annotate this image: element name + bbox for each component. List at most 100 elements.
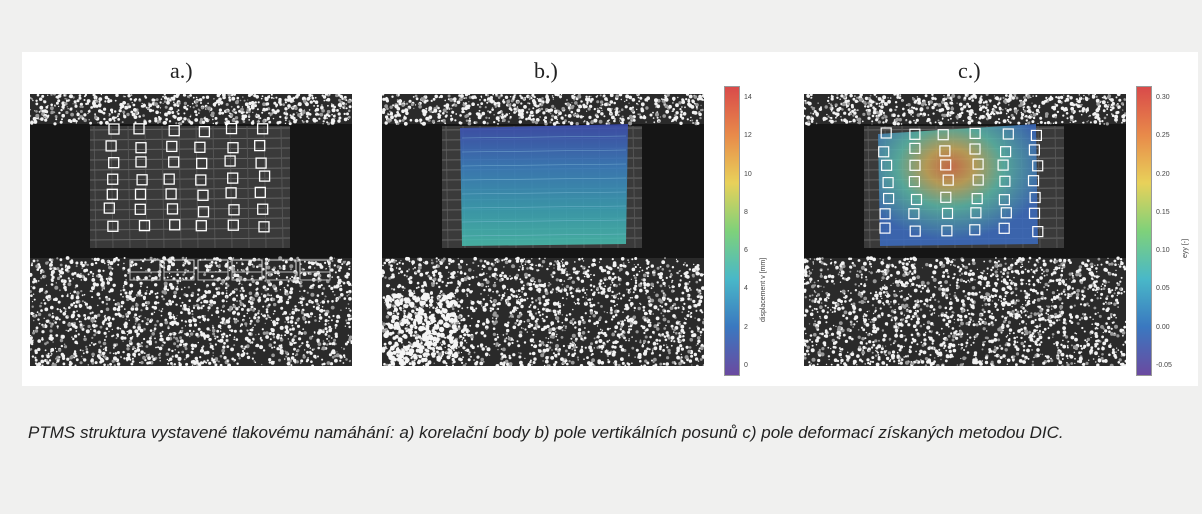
- correlation-point: [880, 159, 893, 171]
- correlation-point: [134, 203, 146, 215]
- correlation-point: [166, 203, 179, 215]
- correlation-point: [969, 143, 981, 155]
- correlation-point: [878, 146, 890, 158]
- correlation-point: [941, 225, 953, 237]
- colorbar-tick: 2: [744, 323, 748, 331]
- correlation-point: [258, 221, 270, 233]
- colorbar-tick: 0.05: [1156, 285, 1170, 293]
- panel-a-speckle-image: [30, 94, 352, 366]
- correlation-point: [135, 156, 147, 168]
- reference-box: [299, 271, 331, 281]
- correlation-point: [198, 126, 211, 138]
- colorbar-tick: 0: [744, 362, 748, 369]
- correlation-point: [880, 127, 892, 139]
- correlation-point: [165, 188, 177, 200]
- correlation-point: [255, 157, 267, 169]
- panel-b-displacement-field: [382, 94, 704, 366]
- correlation-point: [909, 159, 921, 171]
- correlation-point: [879, 222, 891, 234]
- reference-box: [265, 271, 297, 281]
- correlation-point: [909, 128, 921, 140]
- reference-box: [231, 271, 263, 281]
- correlation-point: [166, 140, 178, 153]
- correlation-point: [107, 173, 119, 185]
- correlation-point: [1032, 226, 1044, 238]
- correlation-point: [972, 158, 984, 170]
- correlation-point: [225, 122, 238, 135]
- correlation-point: [909, 225, 921, 237]
- speckle-pattern: [30, 94, 352, 126]
- panel-c-label: c.): [958, 58, 981, 83]
- correlation-point: [969, 127, 981, 140]
- correlation-points: [103, 122, 271, 233]
- correlation-point: [227, 142, 239, 154]
- correlation-point: [168, 125, 180, 137]
- colorbar-c: [1136, 86, 1152, 376]
- correlation-point: [168, 156, 180, 168]
- correlation-point: [225, 187, 237, 199]
- colorbar-tick: 10: [744, 170, 752, 178]
- correlation-point: [224, 155, 236, 167]
- correlation-point: [254, 139, 266, 152]
- colorbar-tick: 0.20: [1156, 170, 1170, 178]
- correlation-point: [999, 175, 1011, 187]
- correlation-point: [908, 175, 921, 188]
- correlation-point: [908, 208, 920, 220]
- speckle-pattern: [382, 94, 704, 126]
- correlation-point: [105, 140, 117, 152]
- correlation-point: [941, 207, 954, 220]
- panel-a-label: a.): [170, 58, 193, 83]
- correlation-point: [163, 173, 175, 185]
- colorbar-tick: -0.05: [1156, 362, 1172, 369]
- correlation-point: [103, 202, 115, 214]
- correlation-point: [169, 219, 181, 231]
- correlation-point: [998, 194, 1010, 206]
- correlation-point: [1000, 207, 1012, 219]
- correlation-point: [197, 206, 210, 218]
- correlation-point: [108, 157, 120, 169]
- correlation-point: [937, 129, 949, 141]
- strain-overlay: [878, 124, 1038, 246]
- correlation-point: [135, 142, 147, 154]
- correlation-point: [136, 174, 148, 186]
- colorbar-tick: 6: [744, 247, 748, 255]
- correlation-point: [910, 193, 923, 206]
- speckle-pattern: [804, 94, 1126, 126]
- colorbar-tick: 0.30: [1156, 94, 1170, 101]
- reference-box: [197, 271, 229, 281]
- correlation-point: [258, 170, 271, 182]
- correlation-point: [1028, 207, 1041, 219]
- figure-caption: PTMS struktura vystavené tlakovému namáh…: [28, 423, 1064, 442]
- colorbar-c-label: eyy [-]: [1182, 238, 1189, 258]
- correlation-point: [134, 188, 147, 200]
- colorbar-tick: 8: [744, 208, 748, 216]
- colorbar-tick: 0.00: [1156, 323, 1170, 331]
- correlation-point: [1032, 160, 1044, 172]
- correlation-point: [969, 224, 981, 236]
- correlation-point: [1027, 175, 1040, 187]
- correlation-point: [106, 188, 118, 200]
- correlation-point: [971, 192, 983, 205]
- correlation-point: [882, 176, 894, 189]
- reference-box: [163, 271, 195, 281]
- speckle-pattern: [804, 256, 1126, 366]
- correlation-point: [194, 141, 206, 153]
- colorbar-tick: 0.25: [1156, 132, 1170, 140]
- correlation-point: [879, 208, 891, 220]
- correlation-point: [1030, 129, 1042, 142]
- correlation-point: [1000, 146, 1012, 158]
- panel-b-image: [382, 94, 704, 366]
- correlation-point: [909, 142, 921, 155]
- panel-a-image: [30, 94, 352, 366]
- colorbar-b: [724, 86, 740, 376]
- colorbar-tick: 4: [744, 285, 748, 293]
- correlation-points: [878, 127, 1044, 238]
- correlation-point: [940, 191, 952, 203]
- correlation-point: [997, 159, 1009, 171]
- correlation-point: [970, 207, 982, 219]
- colorbar-tick: 12: [744, 132, 752, 140]
- correlation-point: [108, 123, 120, 135]
- correlation-point: [227, 172, 239, 184]
- correlation-point: [998, 222, 1010, 234]
